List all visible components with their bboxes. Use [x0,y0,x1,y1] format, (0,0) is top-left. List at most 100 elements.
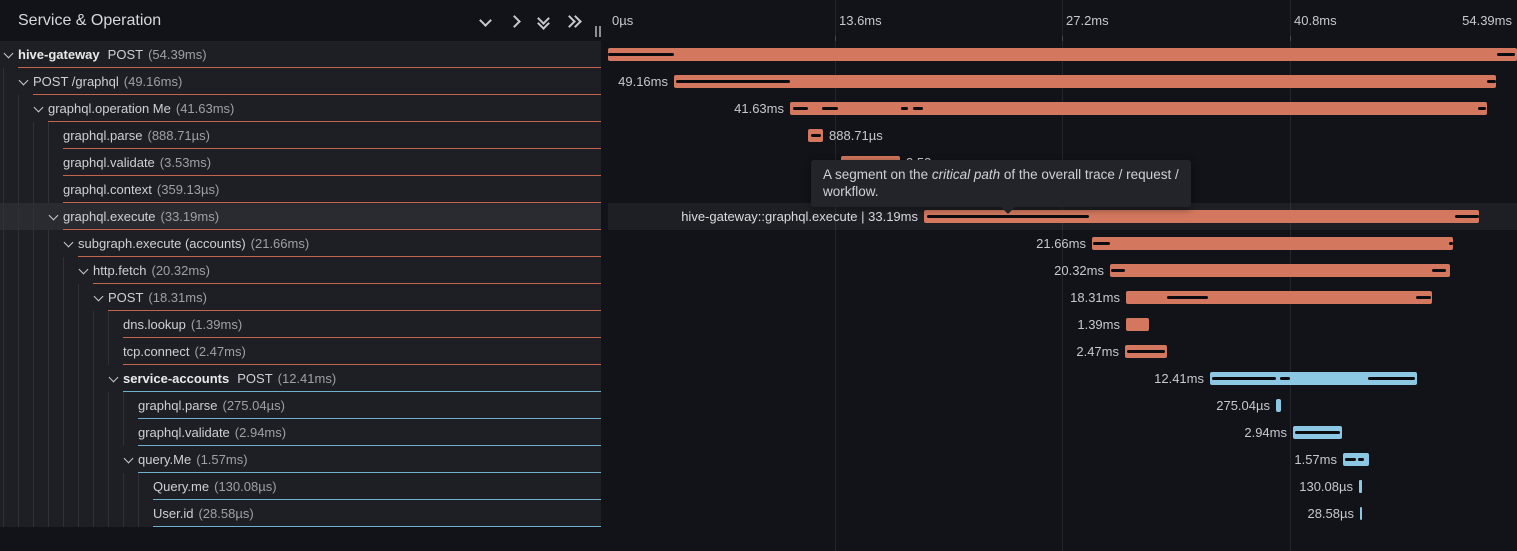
chevron-down-icon[interactable] [48,210,59,221]
tree-indent-guide [108,473,109,500]
span-duration: (33.19ms) [160,209,220,224]
span-duration-bar[interactable] [1126,291,1432,304]
operation-name: POST [107,47,144,62]
span-duration-label: 1.39ms [1077,317,1120,332]
critical-path-segment [1167,296,1208,299]
span-duration-label: 2.47ms [1076,344,1119,359]
chevron-down-icon[interactable] [123,453,134,464]
tree-indent-guide [3,365,4,392]
timeline-tick-mark [1062,36,1063,41]
tree-indent-guide [3,311,4,338]
operation-name: Query.me [153,479,210,494]
tree-indent-guide [18,284,19,311]
span-duration-bar[interactable] [674,75,1496,88]
tree-indent-guide [18,392,19,419]
expand-all-button[interactable] [563,13,582,29]
tree-indent-guide [33,500,34,527]
span-duration-bar[interactable] [1092,237,1453,250]
span-bar-row: 28.58µs [608,500,1517,527]
timeline-tick-mark [1290,36,1291,41]
timeline-tick-label: 0µs [612,13,634,28]
span-bar-row: 12.41ms [608,365,1517,392]
row-accent-border [123,364,601,365]
span-name-label: graphql.parse (888.71µs) [63,122,210,149]
operation-name: subgraph.execute (accounts) [78,236,246,251]
tree-indent-guide [48,500,49,527]
span-duration-bar[interactable] [924,210,1479,223]
span-row[interactable]: graphql.validate (2.94ms) [0,419,601,446]
operation-name: graphql.parse [63,128,143,143]
span-name-label: service-accounts POST (12.41ms) [123,365,336,392]
critical-path-segment [1416,296,1431,299]
tree-indent-guide [33,257,34,284]
span-duration-bar[interactable] [1360,507,1362,520]
tree-indent-guide [18,203,19,230]
service-name: hive-gateway [18,47,100,62]
operation-name: graphql.execute [63,209,156,224]
tree-indent-guide [93,338,94,365]
span-duration-bar[interactable] [1126,318,1149,331]
span-row[interactable]: subgraph.execute (accounts) (21.66ms) [0,230,601,257]
span-row[interactable]: tcp.connect (2.47ms) [0,338,601,365]
span-row[interactable]: graphql.validate (3.53ms) [0,149,601,176]
span-tree-header: Service & Operation [0,0,601,42]
tree-indent-guide [108,392,109,419]
span-row[interactable]: query.Me (1.57ms) [0,446,601,473]
span-duration-label: 28.58µs [1307,506,1354,521]
span-row[interactable]: graphql.execute (33.19ms) [0,203,601,230]
span-row[interactable]: POST (18.31ms) [0,284,601,311]
critical-path-segment [913,107,923,110]
collapse-all-button[interactable] [536,11,552,30]
chevron-down-icon[interactable] [63,237,74,248]
tree-indent-guide [33,473,34,500]
span-name-label: POST (18.31ms) [108,284,207,311]
span-bar-row: 2.47ms [608,338,1517,365]
span-duration-bar[interactable] [1359,480,1362,493]
chevron-down-icon[interactable] [93,291,104,302]
chevron-down-icon[interactable] [78,264,89,275]
span-duration-bar[interactable] [790,102,1487,115]
tree-indent-guide [3,257,4,284]
span-row[interactable]: User.id (28.58µs) [0,500,601,527]
span-duration: (275.04µs) [222,398,285,413]
tree-indent-guide [108,338,109,365]
tree-indent-guide [93,419,94,446]
collapse-one-button[interactable] [478,13,494,29]
tree-indent-guide [93,500,94,527]
tree-indent-guide [93,365,94,392]
expand-one-button[interactable] [507,13,523,29]
timeline-tick-mark [835,36,836,41]
span-row[interactable]: hive-gateway POST (54.39ms) [0,41,601,68]
span-row[interactable]: graphql.parse (275.04µs) [0,392,601,419]
span-row[interactable]: POST /graphql (49.16ms) [0,68,601,95]
tree-indent-guide [33,203,34,230]
span-row[interactable]: graphql.parse (888.71µs) [0,122,601,149]
critical-path-segment [1478,107,1486,110]
span-row[interactable]: dns.lookup (1.39ms) [0,311,601,338]
chevron-down-icon[interactable] [33,102,44,113]
tree-indent-guide [33,176,34,203]
span-duration-bar[interactable] [1343,453,1369,466]
tree-indent-guide [3,122,4,149]
operation-name: POST [237,371,273,386]
span-duration-bar[interactable] [1276,399,1281,412]
panel-resizer[interactable] [594,26,602,38]
span-row[interactable]: graphql.context (359.13µs) [0,176,601,203]
chevron-down-icon[interactable] [18,75,29,86]
span-row[interactable]: service-accounts POST (12.41ms) [0,365,601,392]
tree-indent-guide [3,338,4,365]
tooltip-line-2: workflow. [823,184,879,199]
span-row[interactable]: graphql.operation Me (41.63ms) [0,95,601,122]
span-duration-bar[interactable] [1210,372,1417,385]
critical-path-segment [1111,269,1125,272]
span-duration-bar[interactable] [1110,264,1450,277]
span-row[interactable]: http.fetch (20.32ms) [0,257,601,284]
span-row[interactable]: Query.me (130.08µs) [0,473,601,500]
chevron-down-icon[interactable] [3,48,14,59]
chevron-down-icon[interactable] [108,372,119,383]
span-duration-bar[interactable] [608,48,1517,61]
span-duration-label: 41.63ms [734,101,784,116]
timeline-tick-label: 40.8ms [1294,13,1337,28]
span-bar-row: 41.63ms [608,95,1517,122]
